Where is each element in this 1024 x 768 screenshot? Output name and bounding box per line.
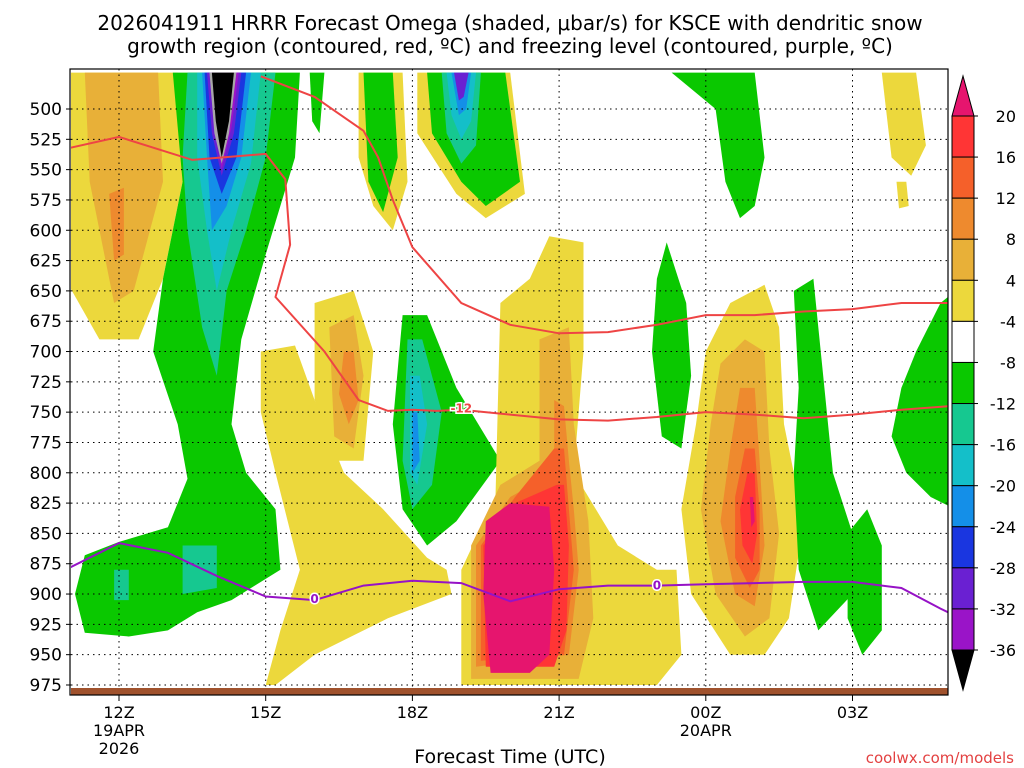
watermark: coolwx.com/models (866, 749, 1014, 767)
y-tick-label-525: 525 (30, 130, 62, 150)
colorbar-label-4: 4 (1006, 271, 1016, 290)
colorbar-label--16: -16 (990, 436, 1016, 455)
colorbar-label--12: -12 (990, 395, 1016, 414)
y-tick-label-800: 800 (30, 464, 62, 484)
colorbar-swatch-7 (951, 403, 975, 446)
colorbar-swatch-8 (951, 444, 975, 487)
omega-green-17z-upper (363, 72, 398, 213)
omega-orange-17z-mid (339, 351, 359, 425)
colorbar-label--32: -32 (990, 600, 1016, 619)
colorbar-label-8: 8 (1006, 230, 1016, 249)
y-tick-label-775: 775 (30, 433, 62, 453)
chart-title-line2: growth region (contoured, red, ºC) and f… (127, 34, 893, 58)
colorbar-label--8: -8 (1000, 353, 1016, 372)
omega-shading (71, 72, 948, 686)
colorbar-swatch-3 (951, 238, 975, 281)
y-tick-label-575: 575 (30, 191, 62, 211)
y-tick-label-650: 650 (30, 282, 62, 302)
omega-green-16z-upper (309, 72, 325, 134)
omega-magenta-21z (483, 503, 555, 673)
omega-magenta-01z (749, 497, 755, 528)
x-tick-label-03Z: 03Z (837, 703, 868, 722)
x-tick-sublabel-12Z-0: 19APR (93, 721, 145, 740)
y-tick-label-500: 500 (30, 100, 62, 120)
colorbar-swatch-11 (951, 567, 975, 610)
y-tick-label-600: 600 (30, 221, 62, 241)
contour-dendritic-upper (71, 135, 948, 422)
temperature-contours: -12 0 0 (71, 75, 948, 614)
y-tick-label-850: 850 (30, 524, 62, 544)
y-axis: 500 525 550 575 600 625 650 675 700 725 750 775 800 8… (30, 100, 71, 696)
colorbar-swatch-2 (951, 197, 975, 240)
colorbar-label--4: -4 (1000, 312, 1016, 331)
omega-lightblue-18z-mid (412, 412, 420, 473)
y-tick-label-925: 925 (30, 615, 62, 635)
omega-black-14z (211, 72, 234, 158)
colorbar-label--24: -24 (990, 518, 1016, 537)
colorbar-swatch-0 (951, 115, 975, 158)
x-tick-label-15Z: 15Z (250, 703, 281, 722)
x-tick-sublabel-12Z-1: 2026 (99, 739, 140, 758)
y-tick-label-625: 625 (30, 252, 62, 272)
y-tick-label-875: 875 (30, 555, 62, 575)
y-tick-label-700: 700 (30, 343, 62, 363)
colorbar-swatch-12 (951, 608, 975, 651)
omega-gold-12z-upper (84, 72, 163, 303)
y-tick-label-725: 725 (30, 373, 62, 393)
omega-green-04z-low (847, 509, 882, 655)
omega-yellow-04z-small (896, 181, 909, 209)
grid-lines (71, 69, 948, 688)
colorbar-swatch-top (951, 74, 975, 117)
y-tick-label-825: 825 (30, 494, 62, 514)
y-tick-label-550: 550 (30, 161, 62, 181)
colorbar-swatch-1 (951, 156, 975, 199)
colorbar: 20 16 12 8 4 -4 -8 -12 -16 -20 -24 -28 -32 -36 (951, 74, 1016, 692)
chart-title-line1: 2026041911 HRRR Forecast Omega (shaded, … (97, 11, 922, 35)
contour-freezing-level (71, 542, 948, 614)
colorbar-swatch-9 (951, 485, 975, 528)
y-tick-label-675: 675 (30, 312, 62, 332)
colorbar-swatch-5 (951, 320, 975, 363)
colorbar-label-16: 16 (996, 148, 1016, 167)
omega-green-23z (652, 242, 692, 449)
y-tick-label-975: 975 (30, 676, 62, 696)
colorbar-label--20: -20 (990, 477, 1016, 496)
colorbar-swatch-10 (951, 526, 975, 569)
colorbar-label--36: -36 (990, 641, 1016, 660)
x-tick-label-18Z: 18Z (397, 703, 428, 722)
omega-green-04z (891, 296, 948, 506)
x-tick-label-00Z: 00Z (690, 703, 721, 722)
omega-teal-14z-low (182, 545, 217, 594)
x-tick-label-21Z: 21Z (543, 703, 574, 722)
colorbar-swatch-bottom (951, 649, 975, 692)
contour-label-freezing-level-0: 0 (310, 592, 318, 606)
colorbar-swatch-6 (951, 361, 975, 405)
contour-label-dendritic-lower-0: -12 (450, 402, 472, 416)
omega-purple-19z-upper (454, 72, 469, 101)
omega-red-01z (740, 472, 758, 564)
contour-label-freezing-level-1: 0 (653, 579, 661, 593)
omega-yellow-04z-upper (881, 72, 926, 176)
x-tick-label-12Z: 12Z (103, 703, 134, 722)
colorbar-label--28: -28 (990, 559, 1016, 578)
x-tick-sublabel-00Z-0: 20APR (680, 721, 732, 740)
omega-teal-12z-low (114, 569, 129, 601)
x-axis-label: Forecast Time (UTC) (414, 746, 605, 768)
colorbar-label-12: 12 (996, 189, 1016, 208)
omega-green-00z-upper (671, 72, 765, 219)
omega-orange-12z-upper (109, 187, 124, 261)
y-tick-label-950: 950 (30, 646, 62, 666)
colorbar-swatch-4 (951, 279, 975, 322)
contour-dendritic-lower (260, 75, 948, 335)
terrain-strip (71, 688, 948, 695)
y-tick-label-900: 900 (30, 585, 62, 605)
colorbar-label-20: 20 (996, 107, 1016, 126)
y-tick-label-750: 750 (30, 403, 62, 423)
